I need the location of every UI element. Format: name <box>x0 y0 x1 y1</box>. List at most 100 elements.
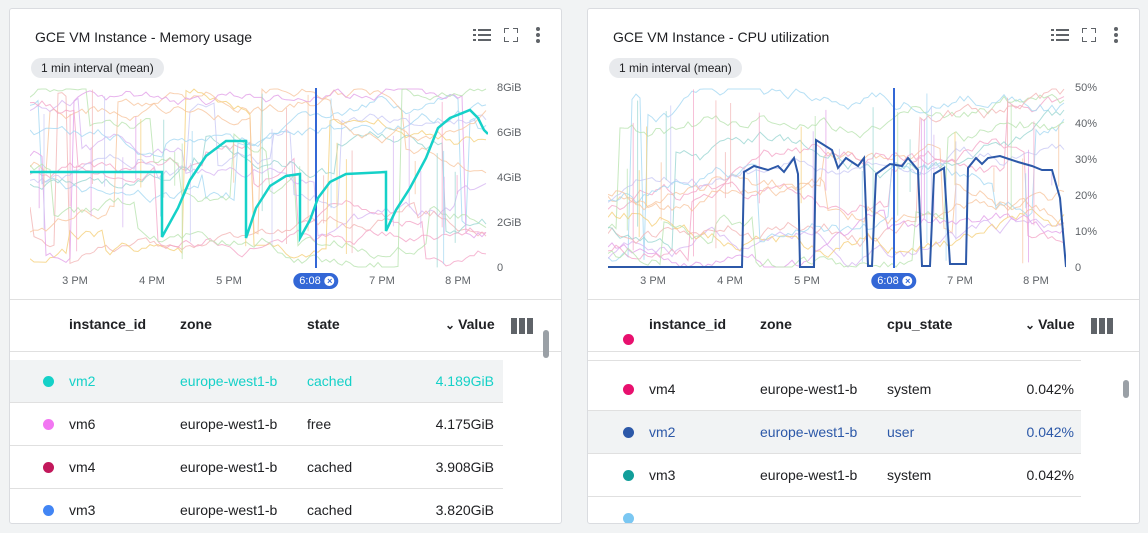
y-tick-label: 8GiB <box>497 82 522 94</box>
table-row[interactable]: vm6 europe-west1-b free 4.175GiB <box>10 403 503 446</box>
background-series-line <box>608 88 1065 262</box>
legend-list-icon[interactable] <box>1050 25 1070 45</box>
memory-chart[interactable] <box>30 88 488 268</box>
column-header-cpu-state[interactable]: cpu_state <box>887 316 953 332</box>
column-header-instance-id[interactable]: instance_id <box>69 316 147 332</box>
fullscreen-icon[interactable] <box>1079 25 1099 45</box>
column-header-instance-id[interactable]: instance_id <box>649 316 727 332</box>
cell-state: cached <box>307 373 353 389</box>
column-picker-icon[interactable] <box>1091 318 1113 334</box>
cell-zone: europe-west1-b <box>180 373 278 389</box>
cell-instance-id: vm2 <box>69 373 96 389</box>
column-header-zone[interactable]: zone <box>760 316 792 332</box>
cell-zone: europe-west1-b <box>180 502 278 518</box>
table-row[interactable]: vm4 europe-west1-b cached 3.908GiB <box>10 446 503 489</box>
y-tick-label: 10% <box>1075 226 1098 238</box>
table-row[interactable]: vm3 europe-west1-b system 0.042% <box>588 454 1081 497</box>
x-tick-label: 8 PM <box>445 275 471 287</box>
cell-state: system <box>887 381 932 397</box>
x-tick-label: 4 PM <box>139 275 165 287</box>
table-row-partial <box>588 318 1081 361</box>
series-color-dot <box>43 419 54 430</box>
legend-list-icon[interactable] <box>472 25 492 45</box>
background-series-line <box>30 88 487 264</box>
background-series-line <box>608 88 1065 248</box>
sort-desc-icon: ⌄ <box>445 318 456 332</box>
more-vert-icon[interactable] <box>528 25 548 45</box>
x-axis: 3 PM 4 PM 5 PM 6:08 × 7 PM 8 PM <box>608 271 1066 291</box>
cell-instance-id: vm3 <box>69 502 96 518</box>
cell-instance-id: vm4 <box>69 459 96 475</box>
y-axis: 8GiB 6GiB 4GiB 2GiB 0 <box>497 79 557 279</box>
background-series-line <box>30 93 487 226</box>
cursor-time-label: 6:08 <box>299 275 321 287</box>
y-tick-label: 30% <box>1075 154 1098 166</box>
cell-zone: europe-west1-b <box>760 467 858 483</box>
cpu-chart[interactable] <box>608 88 1066 268</box>
series-color-dot <box>623 334 634 345</box>
column-header-zone[interactable]: zone <box>180 316 212 332</box>
legend-table: instance_id zone cpu_state ⌄ Value vm4 eu… <box>588 299 1139 523</box>
table-scrollbar[interactable] <box>543 330 549 358</box>
time-cursor-badge[interactable]: 6:08 × <box>293 273 339 289</box>
background-series-line <box>608 121 1065 268</box>
cell-zone: europe-west1-b <box>180 416 278 432</box>
legend-table: instance_id zone state ⌄ Value vm2 europe… <box>10 299 561 523</box>
x-tick-label: 3 PM <box>62 275 88 287</box>
table-row[interactable]: vm4 europe-west1-b system 0.042% <box>588 368 1081 411</box>
table-row[interactable]: vm2 europe-west1-b user 0.042% <box>588 411 1081 454</box>
series-color-dot <box>623 470 634 481</box>
cell-value: 3.820GiB <box>435 502 494 518</box>
background-series-line <box>608 209 1065 268</box>
background-series-line <box>608 93 1065 230</box>
cell-zone: europe-west1-b <box>760 424 858 440</box>
series-color-dot <box>43 376 54 387</box>
table-header: instance_id zone state ⌄ Value <box>10 300 561 352</box>
cell-state: cached <box>307 502 353 518</box>
background-series-line <box>30 102 487 158</box>
y-tick-label: 20% <box>1075 190 1098 202</box>
background-series-line <box>30 88 487 263</box>
cell-state: free <box>307 416 332 432</box>
cell-instance-id: vm3 <box>649 467 676 483</box>
x-axis: 3 PM 4 PM 5 PM 6:08 × 7 PM 8 PM <box>30 271 488 291</box>
table-scrollbar[interactable] <box>1123 380 1129 398</box>
cell-value: 0.042% <box>1026 467 1074 483</box>
cell-zone: europe-west1-b <box>760 381 858 397</box>
column-header-value[interactable]: ⌄ Value <box>1025 316 1075 332</box>
fullscreen-icon[interactable] <box>501 25 521 45</box>
cell-value: 3.908GiB <box>435 459 494 475</box>
column-header-value[interactable]: ⌄ Value <box>445 316 495 332</box>
table-row-partial <box>588 497 1081 523</box>
interval-chip[interactable]: 1 min interval (mean) <box>31 58 164 78</box>
more-vert-icon[interactable] <box>1106 25 1126 45</box>
cell-instance-id: vm2 <box>649 424 676 440</box>
background-series-line <box>608 143 1065 203</box>
background-series-line <box>30 100 487 258</box>
interval-chip[interactable]: 1 min interval (mean) <box>609 58 742 78</box>
y-axis: 50% 40% 30% 20% 10% 0 <box>1075 79 1135 279</box>
cell-state: cached <box>307 459 353 475</box>
time-cursor-badge[interactable]: 6:08 × <box>871 273 917 289</box>
x-tick-label: 7 PM <box>947 275 973 287</box>
background-series-line <box>30 141 487 267</box>
background-series-line <box>30 88 487 260</box>
background-series-line <box>608 95 1065 216</box>
x-tick-label: 7 PM <box>369 275 395 287</box>
table-header: instance_id zone cpu_state ⌄ Value <box>588 300 1139 352</box>
sort-desc-icon: ⌄ <box>1025 318 1036 332</box>
table-row[interactable]: vm3 europe-west1-b cached 3.820GiB <box>10 489 503 523</box>
background-series-line <box>608 216 1065 268</box>
background-series-line <box>608 138 1065 262</box>
column-header-state[interactable]: state <box>307 316 340 332</box>
table-row[interactable]: vm2 europe-west1-b cached 4.189GiB <box>10 360 503 403</box>
column-picker-icon[interactable] <box>511 318 533 334</box>
y-tick-label: 2GiB <box>497 217 522 229</box>
series-color-dot <box>623 384 634 395</box>
close-icon[interactable]: × <box>324 276 335 286</box>
y-tick-label: 0 <box>497 262 504 274</box>
background-series-line <box>30 102 487 209</box>
y-tick-label: 0 <box>1075 262 1082 274</box>
cell-instance-id: vm6 <box>69 416 96 432</box>
close-icon[interactable]: × <box>902 276 913 286</box>
